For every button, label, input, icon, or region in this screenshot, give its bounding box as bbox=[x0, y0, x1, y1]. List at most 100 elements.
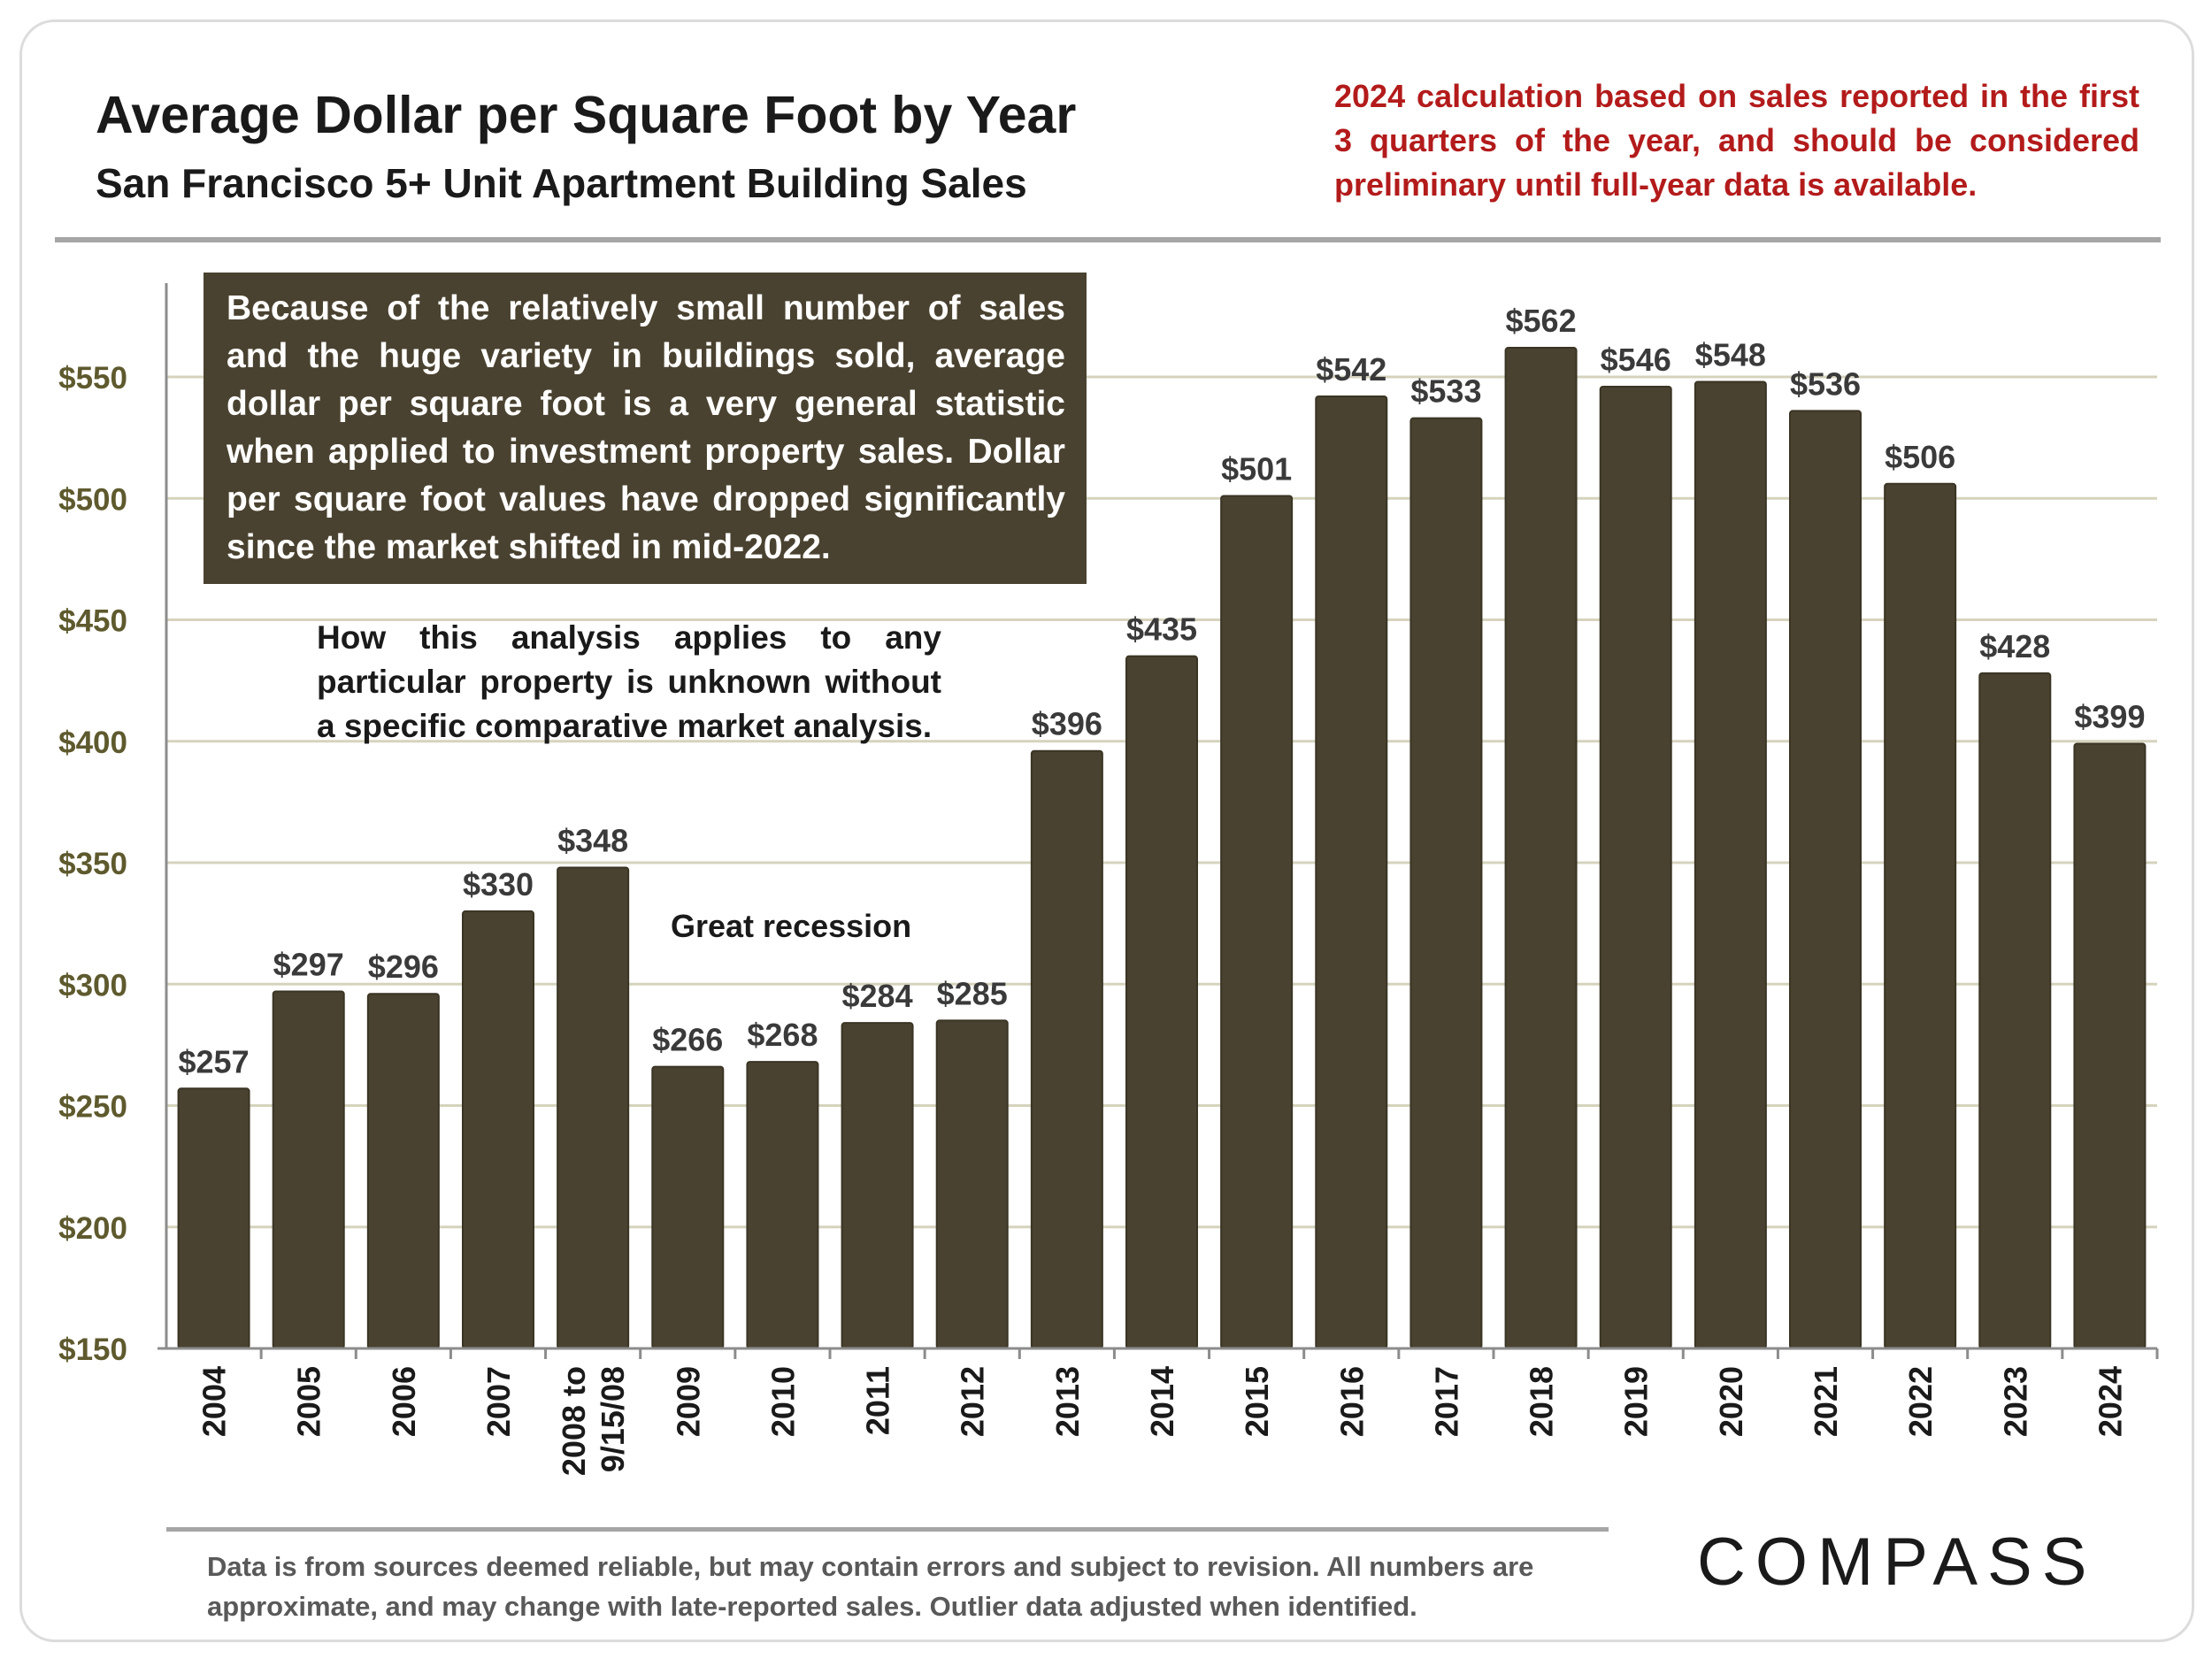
bar bbox=[366, 993, 440, 1349]
bar bbox=[1978, 672, 2052, 1349]
bar bbox=[1504, 347, 1578, 1349]
data-label: $284 bbox=[842, 978, 913, 1014]
chart-title: Average Dollar per Square Foot by Year bbox=[96, 86, 1077, 144]
x-tick-label-line: 2018 bbox=[1524, 1366, 1560, 1437]
data-label: $257 bbox=[179, 1043, 250, 1079]
x-tick-label: 2012 bbox=[955, 1366, 991, 1437]
bar bbox=[935, 1019, 1009, 1350]
bar bbox=[1599, 385, 1672, 1350]
data-label: $266 bbox=[652, 1022, 723, 1058]
x-tick-label-line: 2020 bbox=[1713, 1366, 1749, 1437]
bar bbox=[746, 1061, 819, 1349]
bars bbox=[177, 347, 2147, 1350]
x-tick-label-line: 2011 bbox=[860, 1366, 896, 1435]
data-label: $330 bbox=[463, 866, 534, 902]
data-labels: $257 $297 $296 $330 $348 $266 $268 $284 $285 $396… bbox=[179, 303, 2146, 1079]
data-label: $428 bbox=[1979, 628, 2050, 664]
x-tick-label-line: 2021 bbox=[1808, 1366, 1844, 1437]
great-recession-label: Great recession bbox=[671, 908, 912, 944]
bar bbox=[1789, 410, 1862, 1349]
x-tick-label: 2008 to 9/15/08 bbox=[556, 1366, 631, 1476]
x-tick-label: 2011 bbox=[860, 1366, 896, 1435]
data-label: $296 bbox=[368, 949, 439, 985]
bar bbox=[651, 1065, 725, 1349]
data-label: $506 bbox=[1885, 439, 1955, 475]
x-tick-label-line: 2022 bbox=[1902, 1366, 1939, 1437]
x-tick-label-line: 2006 bbox=[386, 1366, 422, 1437]
x-tick-label-line: 2023 bbox=[1997, 1366, 2033, 1437]
x-tick-label: 2006 bbox=[386, 1366, 422, 1437]
axes: $150 $200 $250 $300 $350 $400 $450 $500 $550 2004… bbox=[58, 283, 2159, 1476]
compass-logo: COMPASS bbox=[1697, 1525, 2097, 1600]
footer-disclaimer: Data is from sources deemed reliable, bu… bbox=[207, 1551, 1534, 1622]
data-label: $285 bbox=[937, 975, 1008, 1011]
bar bbox=[1125, 655, 1198, 1349]
x-tick-label-line: 2024 bbox=[2092, 1366, 2128, 1437]
data-label: $533 bbox=[1410, 373, 1481, 410]
x-tick-label: 2014 bbox=[1144, 1366, 1180, 1437]
x-tick-label: 2017 bbox=[1428, 1366, 1464, 1437]
dollar-per-sqft-caveat-box: Because of the relatively small number o… bbox=[204, 273, 1087, 584]
x-tick-label-line: 2012 bbox=[955, 1366, 991, 1437]
x-tick-label: 2009 bbox=[670, 1366, 706, 1437]
x-tick-label-line: 9/15/08 bbox=[595, 1366, 631, 1472]
x-tick-label-line: 2013 bbox=[1049, 1366, 1086, 1437]
bar bbox=[557, 866, 630, 1349]
data-label: $435 bbox=[1126, 611, 1197, 648]
bar bbox=[2073, 742, 2147, 1349]
data-label: $297 bbox=[273, 946, 344, 982]
bar bbox=[1884, 482, 1957, 1349]
x-tick-label: 2013 bbox=[1049, 1366, 1086, 1437]
data-label: $348 bbox=[557, 822, 628, 858]
data-label: $501 bbox=[1221, 451, 1292, 488]
x-tick-label: 2005 bbox=[291, 1366, 327, 1437]
x-tick-label-line: 2008 to bbox=[556, 1366, 592, 1476]
y-tick-label: $350 bbox=[58, 847, 127, 881]
y-tick-label: $250 bbox=[58, 1090, 127, 1125]
data-label: $399 bbox=[2074, 698, 2145, 734]
x-tick-label: 2022 bbox=[1902, 1366, 1939, 1437]
data-label: $548 bbox=[1695, 336, 1766, 373]
x-tick-label-line: 2005 bbox=[291, 1366, 327, 1437]
y-tick-label: $500 bbox=[58, 482, 127, 517]
data-label: $536 bbox=[1790, 365, 1861, 402]
data-label: $268 bbox=[747, 1017, 818, 1053]
analysis-caveat-note: How this analysis applies to any particu… bbox=[317, 619, 941, 744]
x-tick-label: 2023 bbox=[1997, 1366, 2033, 1437]
x-tick-label: 2015 bbox=[1239, 1366, 1275, 1437]
bar bbox=[462, 910, 534, 1350]
x-tick-label: 2021 bbox=[1808, 1366, 1844, 1437]
y-tick-label: $450 bbox=[58, 604, 127, 639]
x-tick-label-line: 2009 bbox=[670, 1366, 706, 1437]
footer-divider bbox=[166, 1527, 1609, 1532]
x-tick-label-line: 2014 bbox=[1144, 1366, 1180, 1437]
x-tick-label: 2007 bbox=[480, 1366, 517, 1437]
y-tick-label: $150 bbox=[58, 1333, 127, 1367]
x-tick-label: 2019 bbox=[1618, 1366, 1655, 1437]
x-tick-label: 2024 bbox=[2092, 1366, 2128, 1437]
bar bbox=[1030, 749, 1103, 1349]
x-tick-label-line: 2015 bbox=[1239, 1366, 1275, 1437]
bar bbox=[1315, 395, 1388, 1350]
y-tick-label: $200 bbox=[58, 1211, 127, 1246]
data-label: $562 bbox=[1506, 303, 1577, 339]
x-tick-label-line: 2007 bbox=[480, 1366, 517, 1437]
preliminary-data-note: 2024 calculation based on sales reported… bbox=[1334, 78, 2139, 203]
y-tick-label: $550 bbox=[58, 361, 127, 396]
data-label: $542 bbox=[1316, 351, 1386, 388]
x-tick-label-line: 2016 bbox=[1333, 1366, 1370, 1437]
bar bbox=[177, 1087, 250, 1350]
bar bbox=[841, 1022, 914, 1350]
data-label: $396 bbox=[1032, 706, 1102, 742]
x-tick-label: 2004 bbox=[196, 1366, 233, 1437]
x-tick-label: 2020 bbox=[1713, 1366, 1749, 1437]
bar bbox=[1409, 417, 1483, 1349]
bar bbox=[1220, 495, 1294, 1349]
x-tick-label: 2010 bbox=[764, 1366, 801, 1437]
x-tick-label-line: 2017 bbox=[1428, 1366, 1464, 1437]
x-tick-label-line: 2010 bbox=[764, 1366, 801, 1437]
header-divider bbox=[55, 237, 2161, 242]
y-tick-label: $300 bbox=[58, 968, 127, 1002]
y-tick-label: $400 bbox=[58, 726, 127, 760]
